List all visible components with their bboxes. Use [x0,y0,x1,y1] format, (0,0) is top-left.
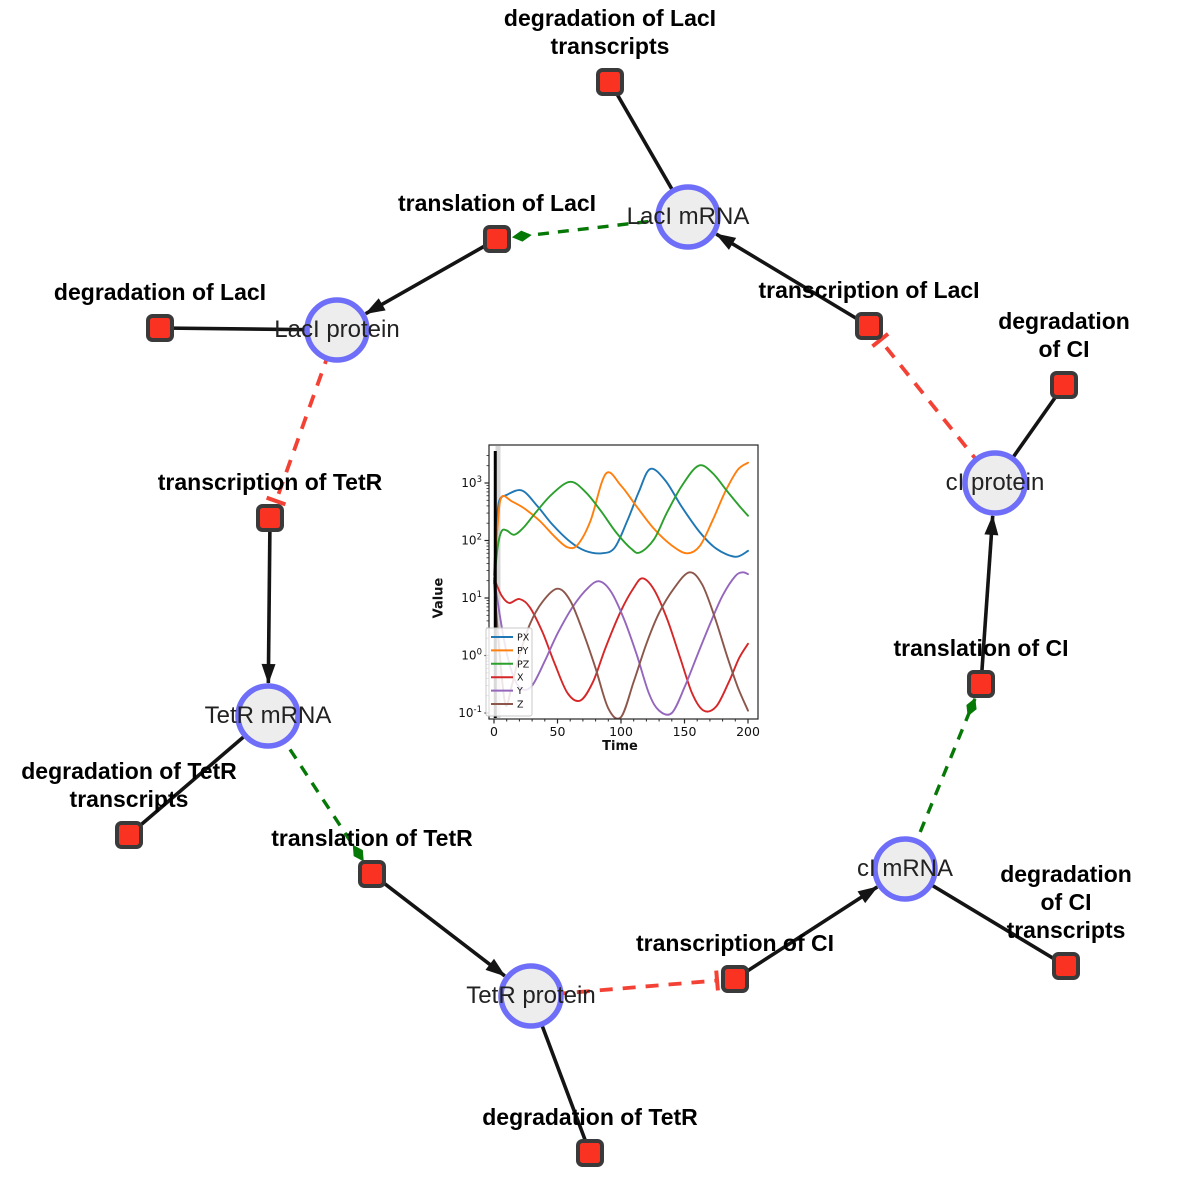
series-line-PX [493,467,749,577]
legend-entry-Y: Y [516,686,523,697]
reaction-node-transl-laci[interactable] [483,225,511,253]
edge-product-transl-laci-to-laci-protein [364,237,498,316]
simulation-plot-svg: 0 50 100 150 200 10-1 100 101 102 103 PX PY PZ XYZ [458,444,760,739]
species-node-laci-protein[interactable] [304,297,370,363]
x-tick-label: 100 [609,724,633,739]
x-tick-label: 150 [673,724,697,739]
edge-product-transl-tetr-to-tetr-protein [370,872,506,978]
legend-entry-X: X [517,673,524,684]
x-tick-label: 0 [490,724,498,739]
reaction-node-tc-laci[interactable] [855,312,883,340]
legend-entry-PZ: PZ [517,659,530,670]
y-tick-label: 100 [461,648,482,663]
x-tick-label: 50 [550,724,566,739]
edge-product-transl-ci-to-ci-protein [979,514,999,685]
reaction-node-transl-tetr[interactable] [358,860,386,888]
reaction-node-deg-laci[interactable] [146,314,174,342]
chart-y-axis-label: Value [431,577,447,619]
species-node-tetr-protein[interactable] [498,963,564,1029]
species-node-laci-mrna[interactable] [655,184,721,250]
y-tick-label: 101 [461,590,482,605]
reaction-node-transl-ci[interactable] [967,670,995,698]
reaction-node-deg-laci-tx[interactable] [596,68,624,96]
legend-entry-PY: PY [517,646,529,657]
chart-x-axis-label: Time [602,739,638,754]
y-tick-label: 10-1 [458,705,482,720]
series-line-PY [493,461,749,582]
legend-entry-Z: Z [517,700,524,711]
simulation-plot-inset: 0 50 100 150 200 10-1 100 101 102 103 PX PY PZ X Y Z Ti… [430,436,770,766]
species-node-tetr-mrna[interactable] [235,683,301,749]
edge-product-tc-ci-to-ci-mrna [734,885,879,981]
reaction-node-tc-tetr[interactable] [256,504,284,532]
reaction-node-deg-tetr-tx[interactable] [115,821,143,849]
legend-entry-PX: PX [517,633,530,644]
y-tick-label: 102 [461,533,482,548]
chart-legend: PX PY PZ XYZ [485,627,533,717]
reaction-node-deg-ci[interactable] [1050,371,1078,399]
y-tick-label: 103 [461,475,482,490]
series-line-PZ [493,464,749,585]
edge-product-tc-tetr-to-tetr-mrna [261,517,276,685]
species-node-ci-mrna[interactable] [872,836,938,902]
x-tick-label: 200 [736,724,760,739]
edge-product-tc-laci-to-laci-mrna [715,232,870,328]
reaction-node-deg-tetr[interactable] [576,1139,604,1167]
reaction-node-tc-ci[interactable] [721,965,749,993]
species-node-ci-protein[interactable] [962,450,1028,516]
reaction-node-deg-ci-tx[interactable] [1052,952,1080,980]
